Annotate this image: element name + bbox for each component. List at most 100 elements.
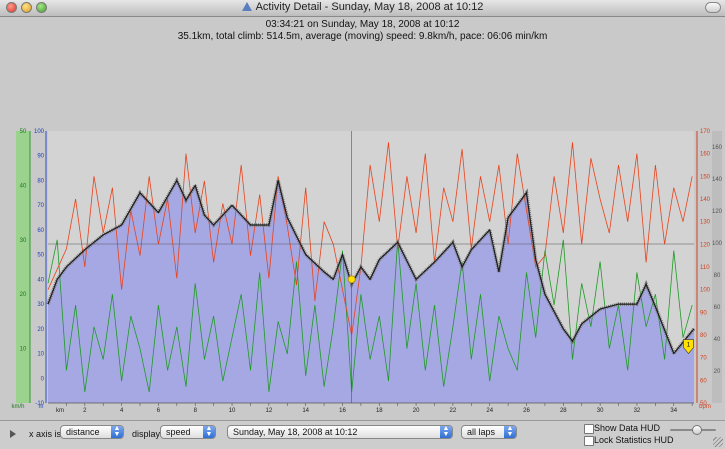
heart-rate-tick-label: 90 (700, 310, 707, 316)
heart-rate-tick-label: 150 (700, 174, 711, 180)
heart-rate-tick-label: 140 (700, 197, 711, 203)
secondary-right-tick-label: 100 (712, 241, 723, 247)
altitude-area (48, 180, 694, 403)
heart-rate-tick-label: 130 (700, 220, 711, 226)
heart-rate-tick-label: 160 (700, 152, 711, 158)
display-popup[interactable]: speed ▲ ▼ (160, 425, 216, 439)
x-axis-tick-label: 22 (450, 408, 457, 414)
secondary-right-tick-label: 60 (714, 305, 721, 311)
x-axis-tick-label: 18 (376, 408, 383, 414)
secondary-right-tick-label: 20 (714, 369, 721, 375)
popup-arrows-icon: ▲ ▼ (504, 425, 516, 438)
document-icon (241, 2, 252, 11)
heart-rate-line (47, 142, 693, 336)
cadence-tick-label: 20 (20, 292, 27, 298)
disclosure-triangle-icon[interactable] (10, 430, 16, 438)
altitude-tick-label: 30 (37, 302, 44, 308)
x-axis-tick-label: 20 (413, 408, 420, 414)
cadence-axis-band (16, 131, 30, 403)
altitude-tick-label: 50 (37, 253, 44, 259)
zoom-slider-knob[interactable] (692, 425, 702, 435)
zoom-window-button[interactable] (36, 2, 47, 13)
heart-rate-tick-label: 50 (700, 401, 707, 407)
secondary-right-tick-label: 80 (714, 273, 721, 279)
laps-popup-value: all laps (467, 427, 496, 437)
toolbar-toggle-button[interactable] (705, 2, 721, 13)
show-data-hud-checkbox[interactable] (584, 424, 594, 434)
lock-statistics-hud-checkbox[interactable] (584, 436, 594, 446)
bottom-control-bar: x axis is: distance ▲ ▼ display: speed ▲ ▼ S… (0, 420, 725, 449)
altitude-tick-label: 0 (41, 376, 45, 382)
altitude-tick-label: 60 (37, 228, 44, 234)
heart-rate-tick-label: 170 (700, 129, 711, 135)
secondary-right-tick-label: 40 (714, 337, 721, 343)
activity-summary: 03:34:21 on Sunday, May 18, 2008 at 10:1… (0, 19, 725, 43)
x-axis-tick-label: 24 (486, 408, 493, 414)
secondary-right-tick-label: 160 (712, 145, 723, 151)
altitude-tick-label: 90 (37, 154, 44, 160)
x-axis-tick-label: 32 (634, 408, 641, 414)
heart-rate-tick-label: 100 (700, 288, 711, 294)
altitude-tick-label: -10 (35, 401, 44, 407)
activity-chart[interactable]: 15040302010km/h1009080706050403020100-10… (0, 44, 725, 418)
x-axis-tick-label: 16 (339, 408, 346, 414)
altitude-tick-label: 80 (37, 178, 44, 184)
lap-marker-flag[interactable] (683, 339, 694, 355)
summary-line-2: 35.1km, total climb: 514.5m, average (mo… (177, 31, 548, 42)
x-axis-popup-value: distance (66, 427, 100, 437)
x-axis-tick-label: 30 (597, 408, 604, 414)
cadence-tick-label: 10 (20, 347, 27, 353)
heart-rate-tick-label: 60 (700, 378, 707, 384)
x-axis-tick-label: 14 (302, 408, 309, 414)
activity-popup-value: Sunday, May 18, 2008 at 10:12 (233, 427, 358, 437)
cadence-line (47, 239, 693, 393)
window-title: Activity Detail - Sunday, May 18, 2008 a… (0, 1, 725, 13)
x-axis-popup[interactable]: distance ▲ ▼ (60, 425, 124, 439)
summary-line-1: 03:34:21 on Sunday, May 18, 2008 at 10:1… (265, 19, 460, 30)
popup-arrows-icon: ▲ ▼ (111, 425, 123, 438)
altitude-tick-label: 10 (37, 352, 44, 358)
speed-line (47, 179, 695, 355)
heart-rate-tick-label: 110 (700, 265, 710, 271)
secondary-right-tick-label: 140 (712, 177, 723, 183)
x-axis-tick-label: 8 (194, 408, 198, 414)
x-axis-tick-label: 34 (670, 408, 677, 414)
x-axis-tick-label: 6 (157, 408, 161, 414)
close-window-button[interactable] (6, 2, 17, 13)
altitude-tick-label: 70 (37, 203, 44, 209)
secondary-right-tick-label: 120 (712, 209, 723, 215)
x-axis-tick-label: 10 (229, 408, 236, 414)
heart-rate-tick-label: 80 (700, 333, 707, 339)
activity-popup[interactable]: Sunday, May 18, 2008 at 10:12 ▲ ▼ (227, 425, 453, 439)
x-axis-tick-label: 12 (266, 408, 273, 414)
altitude-tick-label: 40 (37, 277, 44, 283)
x-axis-unit-label: km (56, 408, 64, 414)
lap-marker-label: 1 (687, 343, 691, 349)
cadence-tick-label: 40 (20, 183, 27, 189)
lock-statistics-hud-label: Lock Statistics HUD (594, 435, 674, 445)
altitude-unit-label: m (39, 404, 44, 410)
x-axis-label: x axis is: (29, 429, 64, 439)
laps-popup[interactable]: all laps ▲ ▼ (461, 425, 517, 439)
heart-rate-tick-label: 70 (700, 356, 707, 362)
heart-rate-tick-label: 120 (700, 242, 711, 248)
cadence-tick-label: 30 (20, 238, 27, 244)
secondary-right-axis-band (712, 131, 722, 403)
x-axis-tick-label: 28 (560, 408, 567, 414)
cadence-tick-label: 50 (20, 129, 27, 135)
popup-arrows-icon: ▲ ▼ (203, 425, 215, 438)
altitude-tick-label: 100 (34, 129, 45, 135)
resize-grip-icon[interactable] (713, 437, 723, 447)
title-bar: Activity Detail - Sunday, May 18, 2008 a… (0, 0, 725, 17)
cadence-unit-label: km/h (11, 404, 24, 410)
x-axis-tick-label: 4 (120, 408, 124, 414)
x-axis-tick-label: 2 (83, 408, 87, 414)
window-title-text: Activity Detail - Sunday, May 18, 2008 a… (255, 1, 484, 13)
show-data-hud-label: Show Data HUD (594, 423, 661, 433)
display-label: display: (132, 429, 163, 439)
popup-arrows-icon: ▲ ▼ (440, 425, 452, 438)
minimize-window-button[interactable] (21, 2, 32, 13)
x-axis-tick-label: 26 (523, 408, 530, 414)
heart-rate-unit-label: bpm (699, 404, 711, 410)
position-marker[interactable] (347, 275, 356, 284)
